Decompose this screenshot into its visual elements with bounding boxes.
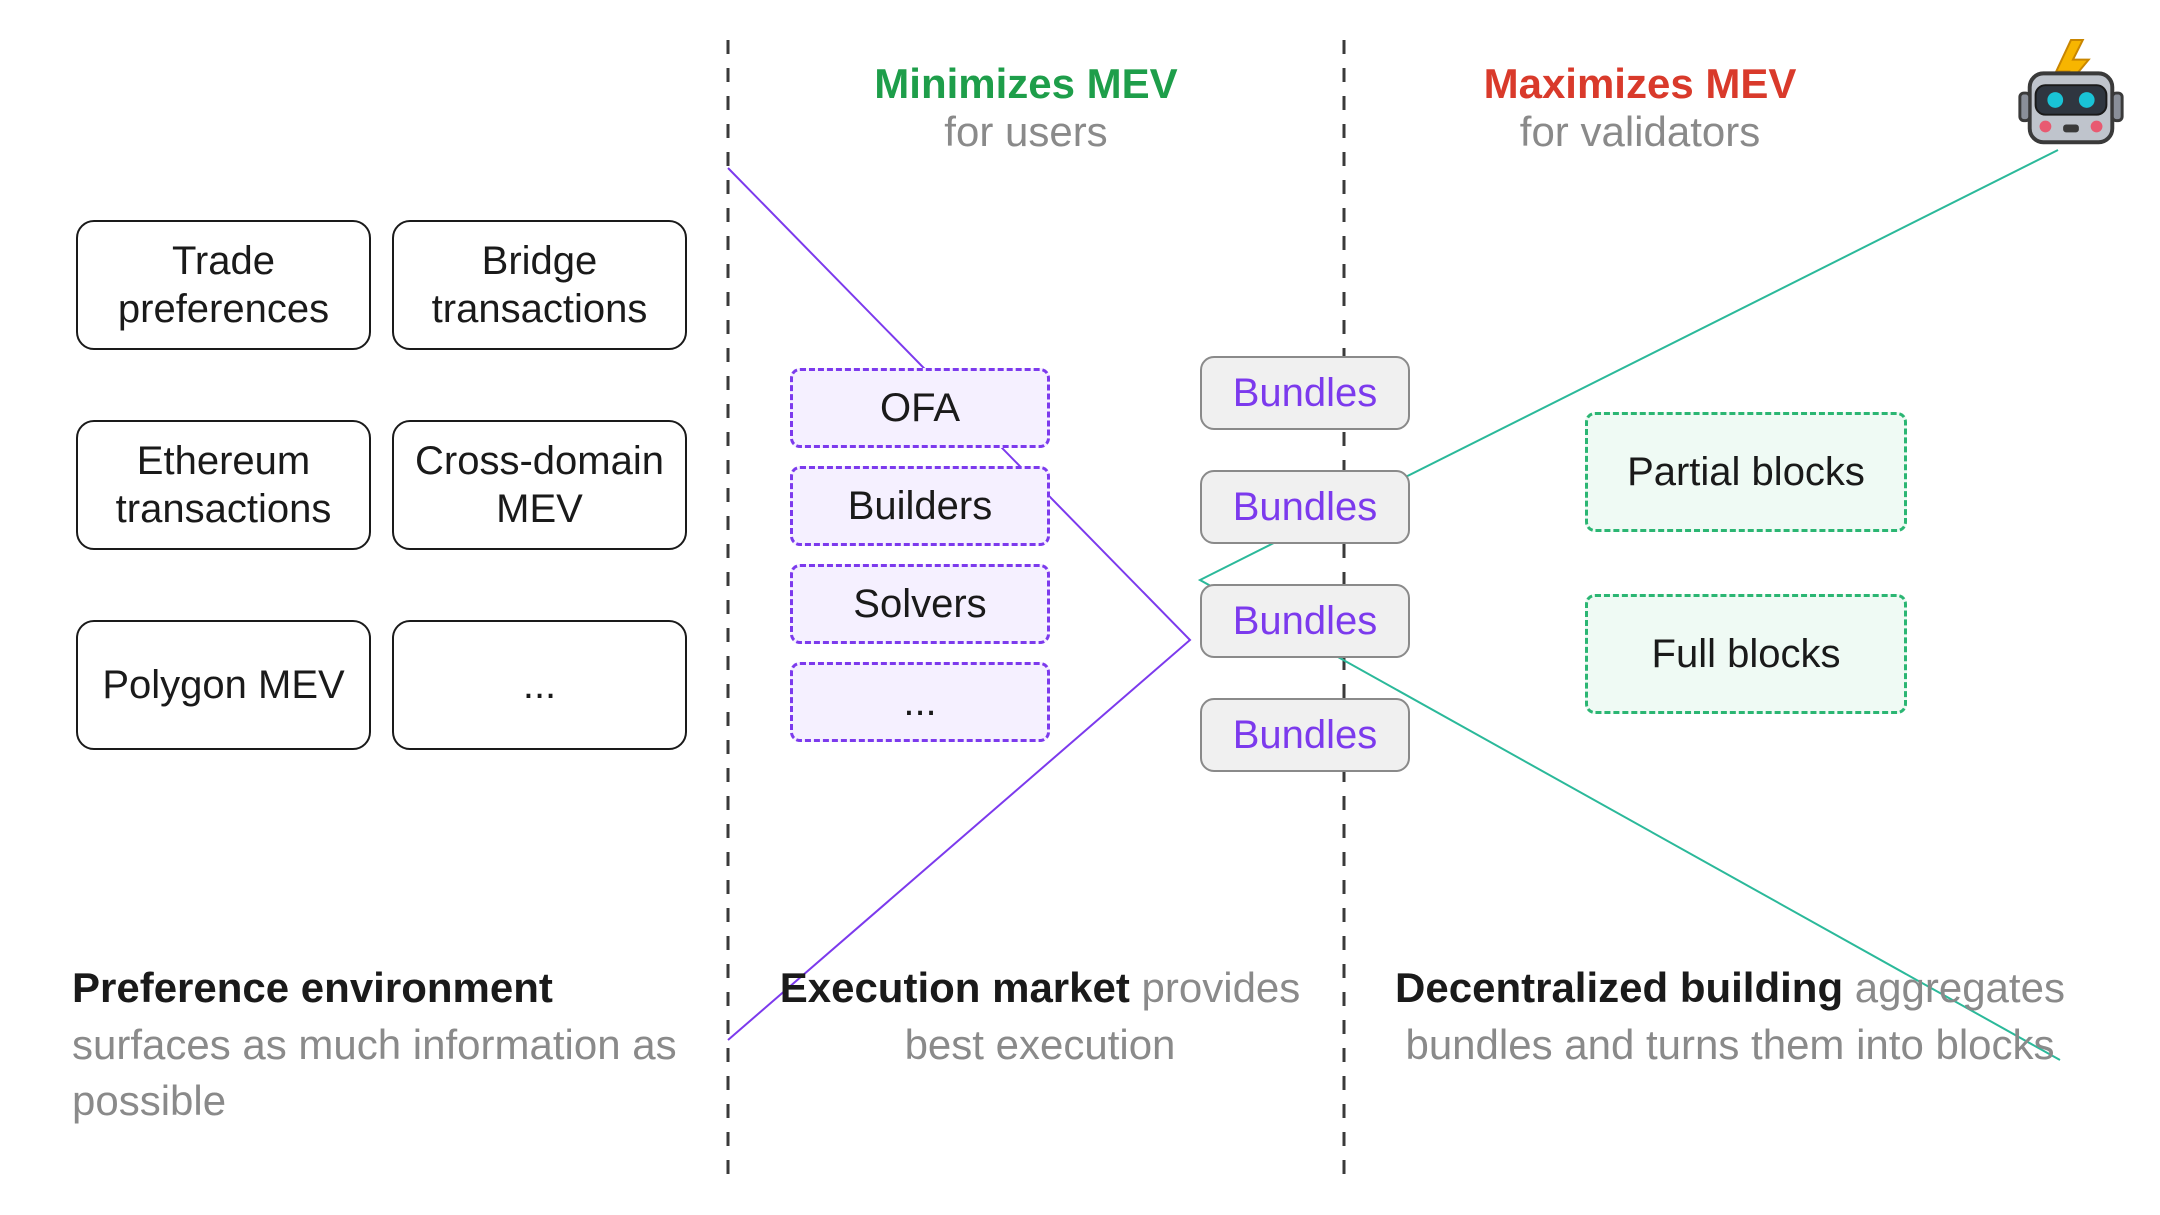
preference-box-5: ... [392,620,687,750]
robot-icon [2012,38,2130,156]
preference-box-label: Polygon MEV [102,661,344,709]
bundle-box-label: Bundles [1233,483,1378,531]
preference-box-label: Trade preferences [118,237,329,333]
preference-box-label: ... [523,661,556,709]
heading-minimizes-title: Minimizes MEV [826,60,1226,108]
preference-box-3: Cross-domain MEV [392,420,687,550]
footer-col1: Preference environment surfaces as much … [72,960,702,1130]
footer-rest: surfaces as much information as possible [72,1021,677,1125]
preference-box-0: Trade preferences [76,220,371,350]
bundle-box-0: Bundles [1200,356,1410,430]
preference-box-2: Ethereum transactions [76,420,371,550]
footer-bold: Preference environment [72,964,553,1011]
preference-box-1: Bridge transactions [392,220,687,350]
heading-minimizes: Minimizes MEV for users [826,60,1226,156]
footer-col3: Decentralized building aggregates bundle… [1380,960,2080,1073]
block-box-0: Partial blocks [1585,412,1907,532]
preference-box-label: Bridge transactions [432,237,648,333]
footer-bold: Execution market [780,964,1130,1011]
block-box-label: Partial blocks [1627,448,1865,496]
bundle-box-2: Bundles [1200,584,1410,658]
execution-box-3: ... [790,662,1050,742]
execution-box-0: OFA [790,368,1050,448]
bundle-box-3: Bundles [1200,698,1410,772]
preference-box-label: Cross-domain MEV [415,437,664,533]
heading-maximizes-sub: for validators [1440,108,1840,156]
execution-box-1: Builders [790,466,1050,546]
diagram-canvas: Minimizes MEV for users Maximizes MEV fo… [0,0,2160,1215]
execution-box-label: Builders [848,482,993,530]
block-box-label: Full blocks [1652,630,1841,678]
preference-box-4: Polygon MEV [76,620,371,750]
execution-box-label: Solvers [853,580,986,628]
heading-maximizes: Maximizes MEV for validators [1440,60,1840,156]
heading-maximizes-title: Maximizes MEV [1440,60,1840,108]
execution-box-label: ... [903,678,936,726]
bundle-box-label: Bundles [1233,597,1378,645]
execution-box-2: Solvers [790,564,1050,644]
heading-minimizes-sub: for users [826,108,1226,156]
execution-box-label: OFA [880,384,960,432]
bundle-box-label: Bundles [1233,711,1378,759]
footer-bold: Decentralized building [1395,964,1843,1011]
preference-box-label: Ethereum transactions [116,437,332,533]
footer-col2: Execution market provides best execution [770,960,1310,1073]
bundle-box-label: Bundles [1233,369,1378,417]
block-box-1: Full blocks [1585,594,1907,714]
bundle-box-1: Bundles [1200,470,1410,544]
